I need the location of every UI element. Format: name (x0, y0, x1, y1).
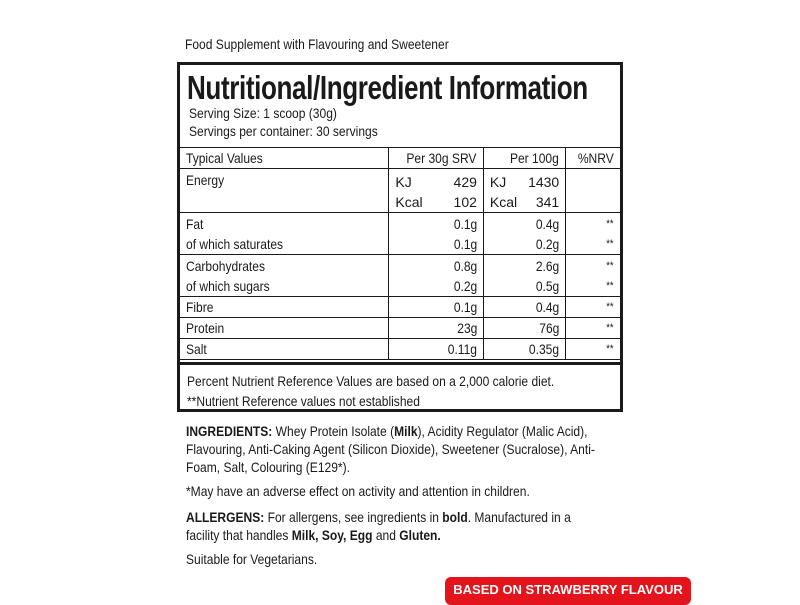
nutrient-value: 0.35g (529, 341, 560, 357)
value: 1430 (528, 174, 560, 190)
nutrient-row: Fibre 0.1g 0.4g ** (180, 296, 620, 318)
header-typical: Typical Values (180, 147, 390, 169)
nutrient-value: 0.5g (535, 278, 560, 294)
value: 429 (453, 174, 477, 190)
nutrition-table: Typical Values Per 30g SRV Per 100g %NRV… (180, 147, 620, 360)
unit-kcal: Kcal (395, 194, 423, 210)
product-subtitle: Food Supplement with Flavouring and Swee… (185, 36, 449, 52)
nutrient-value: ** (606, 343, 614, 355)
nutrient-value: 0.4g (535, 216, 560, 232)
cell-label: Fat of which saturates (180, 212, 390, 255)
cell-p100: 0.4g (482, 296, 567, 318)
allergens-text: ALLERGENS: For allergens, see ingredient… (186, 509, 571, 543)
nutrient-value: ** (606, 301, 614, 313)
cell-p100: 76g (482, 317, 567, 339)
cell-label: Salt (180, 338, 390, 360)
footnote-not-established: **Nutrient Reference values not establis… (187, 393, 420, 409)
table-header-row: Typical Values Per 30g SRV Per 100g %NRV (180, 147, 620, 169)
nutrient-value: 0.8g (453, 258, 477, 274)
cell-srv: 0.1g 0.1g (388, 212, 484, 255)
nutrient-value: 0.2g (535, 236, 560, 252)
nutrient-row: Salt 0.11g 0.35g ** (180, 338, 620, 360)
nutrient-value: ** (606, 280, 614, 292)
cell-nrv: ** (565, 338, 620, 360)
nutrition-panel: Nutritional/Ingredient Information Servi… (177, 62, 623, 412)
cell-srv: 0.8g 0.2g (388, 254, 484, 297)
nutrient-label: Carbohydrates (186, 258, 265, 274)
nutrient-value: 0.11g (447, 341, 477, 357)
energy-row: Energy KJ 429 Kcal 102 KJ 1430 Kcal 341 (180, 168, 620, 213)
nutrient-label: Fat (186, 216, 204, 232)
nutrient-value: 0.4g (535, 299, 560, 315)
nutrient-value: ** (606, 322, 614, 334)
nutrient-value: 0.1g (453, 299, 477, 315)
nutrient-value: 23g (456, 320, 477, 336)
nutrient-value: ** (606, 260, 614, 272)
vegetarian-text: Suitable for Vegetarians. (186, 551, 318, 567)
cell-label: Protein (180, 317, 390, 339)
unit-kj: KJ (489, 174, 507, 190)
flavour-badge: BASED ON STRAWBERRY FLAVOUR (445, 577, 691, 605)
cell-p100: 0.35g (482, 338, 567, 360)
nutrient-label: of which sugars (186, 278, 270, 294)
nutrient-value: 76g (539, 320, 560, 336)
value: 102 (453, 194, 477, 210)
cell-nrv: ** ** (565, 254, 620, 297)
nutrient-value: 2.6g (535, 258, 560, 274)
header-nrv: %NRV (565, 147, 620, 169)
cell-label: Carbohydrates of which sugars (180, 254, 390, 297)
cell-srv: 0.1g (388, 296, 484, 318)
nutrient-value: 0.1g (453, 236, 477, 252)
cell-p100: 2.6g 0.5g (482, 254, 567, 297)
cell-srv: 0.11g (388, 338, 484, 360)
unit-kcal: Kcal (489, 194, 518, 210)
ingredients-text: INGREDIENTS: Whey Protein Isolate (Milk)… (186, 423, 595, 475)
value: 341 (535, 194, 560, 210)
nutrient-label: Fibre (186, 299, 214, 315)
cell-nrv: ** (565, 296, 620, 318)
nutrient-label: Salt (186, 341, 207, 357)
nutrient-label: of which saturates (186, 236, 284, 252)
footnote-nrv: Percent Nutrient Reference Values are ba… (187, 373, 555, 389)
nutrient-row: Protein 23g 76g ** (180, 317, 620, 339)
header-per-100g: Per 100g (482, 147, 567, 169)
cell-p100: 0.4g 0.2g (482, 212, 567, 255)
nutrient-value: 0.2g (453, 278, 477, 294)
cell-srv: 23g (388, 317, 484, 339)
panel-title: Nutritional/Ingredient Information (187, 69, 588, 106)
warning-text: *May have an adverse effect on activity … (186, 483, 530, 499)
cell-nrv: ** ** (565, 212, 620, 255)
nutrient-value: ** (606, 238, 614, 250)
cell-label: Fibre (180, 296, 390, 318)
nutrient-label: Protein (186, 320, 225, 336)
serving-size: Serving Size: 1 scoop (30g) (189, 105, 337, 121)
nutrient-row: Fat of which saturates 0.1g 0.1g 0.4g 0.2g ** *… (180, 212, 620, 255)
servings-per-container: Servings per container: 30 servings (189, 123, 378, 139)
nutrient-value: 0.1g (453, 216, 477, 232)
cell-nrv: ** (565, 317, 620, 339)
energy-label: Energy (186, 172, 225, 188)
nutrient-value: ** (606, 218, 614, 230)
nutrient-row: Carbohydrates of which sugars 0.8g 0.2g 2.6g… (180, 254, 620, 297)
unit-kj: KJ (395, 174, 412, 190)
header-per-serving: Per 30g SRV (388, 147, 484, 169)
panel-footnotes: Percent Nutrient Reference Values are ba… (180, 362, 620, 417)
